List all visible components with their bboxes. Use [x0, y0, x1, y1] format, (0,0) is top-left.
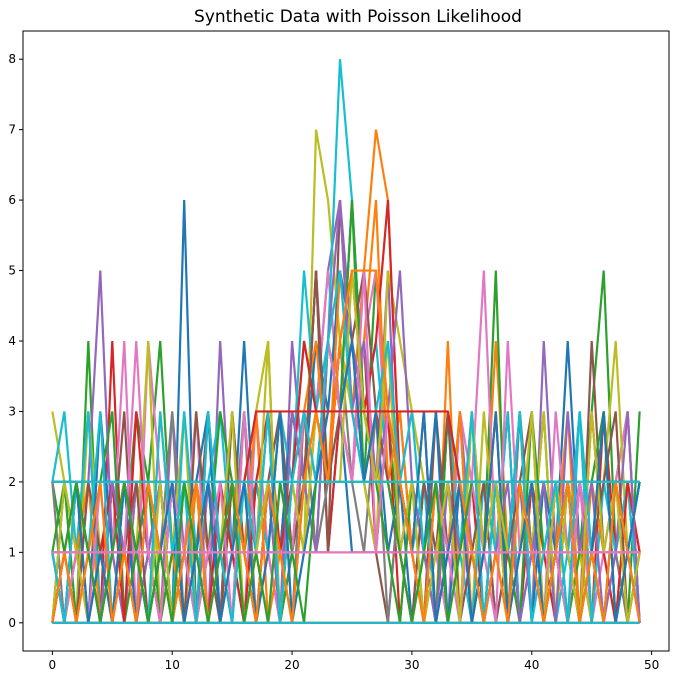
y-tick-label: 8	[8, 52, 16, 66]
chart-title: Synthetic Data with Poisson Likelihood	[194, 7, 522, 27]
x-tick-label: 40	[524, 658, 539, 672]
y-tick-label: 1	[8, 545, 16, 559]
x-tick-label: 10	[165, 658, 180, 672]
y-tick-label: 6	[8, 193, 16, 207]
y-tick-label: 3	[8, 404, 16, 418]
series-line-21	[51, 269, 641, 624]
y-tick-label: 0	[8, 616, 16, 630]
y-tick-label: 4	[8, 334, 16, 348]
x-tick-label: 30	[404, 658, 419, 672]
series-layer	[51, 59, 641, 624]
y-tick-label: 2	[8, 475, 16, 489]
axes-layer: 0 10 20 30 40 50 0 1 2 3 4 5 6 7 8	[8, 30, 670, 672]
x-tick-label: 0	[49, 658, 57, 672]
x-tick-label: 50	[644, 658, 659, 672]
x-tick-label: 20	[284, 658, 299, 672]
series-line-19	[51, 270, 641, 624]
y-tick-label: 7	[8, 123, 16, 137]
y-tick-label: 5	[8, 264, 16, 278]
